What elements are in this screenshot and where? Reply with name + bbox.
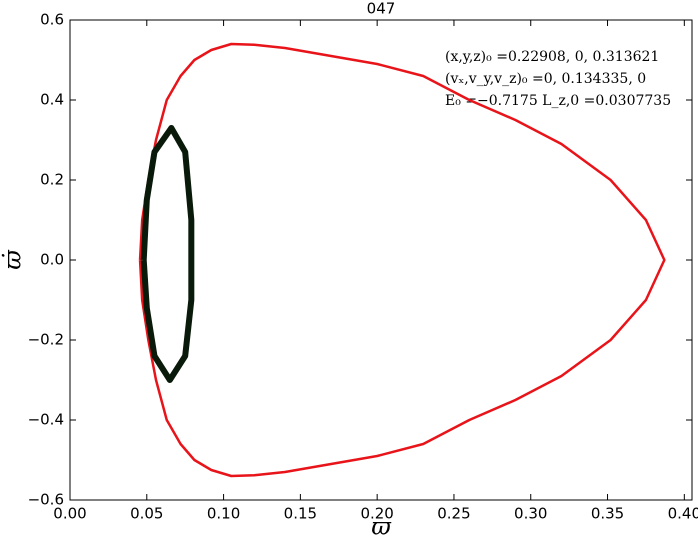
annotation: (x,y,z)₀ =0.22908, 0, 0.313621 [445, 49, 659, 65]
chart-title: 047 [367, 0, 396, 18]
y-axis-label: ϖ̇ [0, 249, 27, 270]
data-line [140, 125, 195, 383]
x-tick-label: 0.00 [53, 505, 86, 523]
annotation: (vₓ,v_y,v_z)₀ =0, 0.134335, 0 [445, 71, 646, 87]
x-tick-label: 0.10 [207, 505, 240, 523]
x-tick-label: 0.20 [360, 505, 393, 523]
x-tick-label: 0.15 [284, 505, 317, 523]
data-line [138, 42, 666, 478]
y-tick-label: −0.4 [28, 411, 64, 429]
plot-frame [69, 19, 693, 501]
x-tick-label: 0.05 [130, 505, 163, 523]
x-tick-label: 0.35 [591, 505, 624, 523]
annotation: E₀ =−0.7175 L_z,0 =0.0307735 [445, 93, 671, 109]
x-tick-label: 0.40 [668, 505, 698, 523]
y-tick-label: 0.4 [40, 91, 64, 109]
y-tick-label: 0.2 [40, 171, 64, 189]
y-tick-label: −0.6 [28, 491, 64, 509]
y-tick-label: 0.6 [40, 11, 64, 29]
x-tick-label: 0.30 [514, 505, 547, 523]
x-tick-label: 0.25 [437, 505, 470, 523]
x-axis-label: ϖ [371, 513, 392, 539]
y-tick-label: −0.2 [28, 331, 64, 349]
y-tick-label: 0.0 [40, 251, 64, 269]
